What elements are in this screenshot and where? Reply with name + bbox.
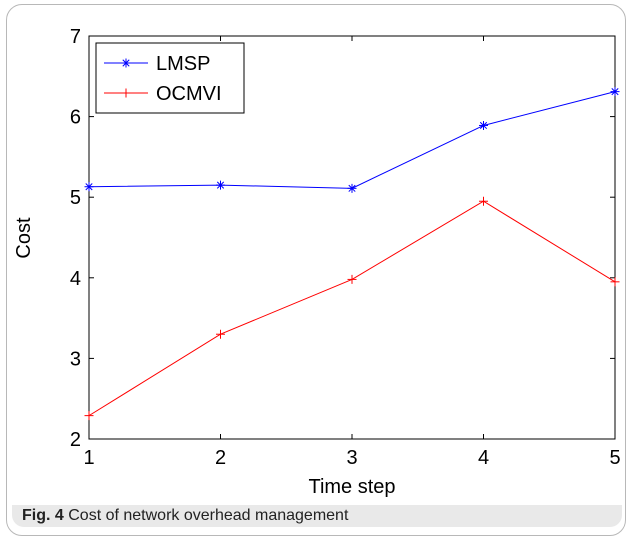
y-axis-label: Cost bbox=[13, 217, 35, 259]
data-point-ocmvi-5 bbox=[610, 277, 620, 287]
data-point-lmsp-4 bbox=[479, 120, 488, 130]
y-tick-label: 3 bbox=[70, 348, 81, 370]
legend-label: OCMVI bbox=[156, 83, 222, 105]
legend-entry-ocmvi: OCMVI bbox=[104, 83, 222, 105]
data-point-ocmvi-3 bbox=[347, 274, 357, 284]
x-tick-label: 5 bbox=[609, 447, 620, 469]
x-tick-label: 1 bbox=[83, 447, 94, 469]
legend-box bbox=[95, 42, 245, 114]
data-point-ocmvi-4 bbox=[479, 196, 488, 206]
data-point-ocmvi-2 bbox=[216, 329, 225, 339]
data-point-lmsp-1 bbox=[84, 182, 94, 192]
legend-marker bbox=[121, 88, 131, 98]
legend-label: LMSP bbox=[156, 53, 210, 75]
x-tick-label: 2 bbox=[215, 447, 226, 469]
y-tick-label: 5 bbox=[70, 187, 81, 209]
x-axis-label: Time step bbox=[308, 476, 395, 498]
series-ocmvi bbox=[84, 196, 620, 421]
caption-text: Cost of network overhead management bbox=[68, 507, 349, 524]
data-point-lmsp-2 bbox=[216, 180, 225, 190]
data-point-lmsp-3 bbox=[347, 183, 357, 193]
y-tick-label: 4 bbox=[70, 268, 81, 290]
legend-marker bbox=[121, 58, 131, 68]
y-tick-label: 6 bbox=[70, 107, 81, 129]
figure-label: Fig. 4 bbox=[22, 507, 64, 524]
legend: LMSP OCMVI bbox=[95, 42, 245, 114]
data-point-ocmvi-1 bbox=[84, 411, 94, 421]
data-point-lmsp-5 bbox=[610, 87, 620, 97]
x-tick-label: 4 bbox=[478, 447, 489, 469]
x-tick-label: 3 bbox=[346, 447, 357, 469]
y-tick-label: 2 bbox=[70, 429, 81, 451]
legend-entry-lmsp: LMSP bbox=[104, 53, 210, 75]
y-tick-label: 7 bbox=[70, 26, 81, 48]
figure-caption: Fig. 4 Cost of network overhead manageme… bbox=[12, 505, 622, 527]
series-lmsp bbox=[84, 87, 620, 193]
